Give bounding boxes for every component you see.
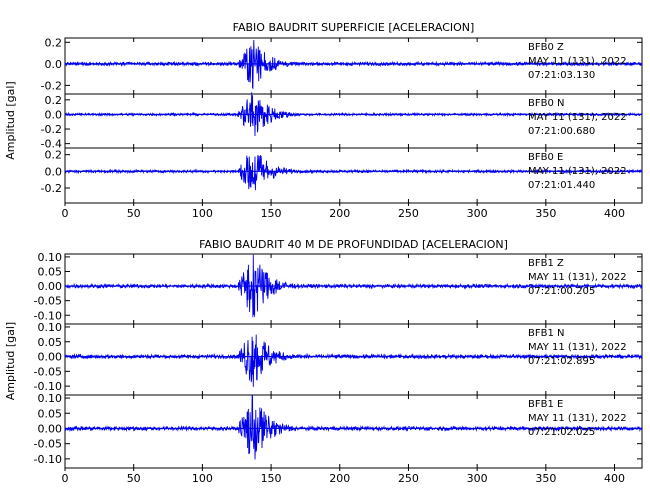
y-tick-label: -0.4 [41,138,62,151]
date-label: MAY 11 (131), 2022 [528,56,627,67]
y-tick-label: -0.05 [34,365,62,378]
y-axis-label: Amplitud [gal] [4,81,17,159]
y-tick-label: 0.2 [45,36,63,49]
y-tick-label: -0.10 [34,453,62,466]
station-label: BFB1 E [528,399,563,410]
y-tick-label: 0.0 [45,165,63,178]
y-tick-label: 0.05 [38,407,63,420]
y-tick-label: 0.05 [38,266,63,279]
x-tick-label: 400 [604,207,625,220]
panel-frame [64,147,643,204]
station-label: BFB0 N [528,98,565,109]
x-tick-label: 300 [467,472,488,485]
x-tick-label: 50 [127,472,141,485]
x-tick-label: 100 [192,207,213,220]
x-tick-label: 0 [62,472,69,485]
time-label: 07:21:03.130 [528,70,595,81]
time-label: 07:21:01.440 [528,180,595,191]
time-label: 07:21:00.680 [528,126,595,137]
y-tick-label: 0.10 [38,251,63,264]
station-label: BFB1 N [528,328,565,339]
x-tick-label: 200 [329,207,350,220]
y-tick-label: -0.2 [41,123,62,136]
date-label: MAY 11 (131), 2022 [528,342,627,353]
y-tick-label: 0.2 [45,149,63,162]
x-tick-label: 400 [604,472,625,485]
y-tick-label: 0.05 [38,336,63,349]
y-tick-label: 0.2 [45,94,63,107]
y-tick-label: 0.10 [38,392,63,405]
y-tick-label: 0.0 [45,58,63,71]
y-tick-label: -0.2 [41,182,62,195]
y-tick-label: 0.00 [38,351,63,364]
x-tick-label: 250 [398,207,419,220]
station-label: BFB1 Z [528,258,564,269]
x-tick-label: 100 [192,472,213,485]
x-tick-label: 300 [467,207,488,220]
x-tick-label: 250 [398,472,419,485]
x-tick-label: 350 [535,472,556,485]
date-label: MAY 11 (131), 2022 [528,112,627,123]
date-label: MAY 11 (131), 2022 [528,413,627,424]
time-label: 07:21:02.895 [528,356,595,367]
time-label: 07:21:02.025 [528,427,595,438]
station-label: BFB0 E [528,152,563,163]
y-tick-label: 0.00 [38,422,63,435]
x-tick-label: 0 [62,207,69,220]
y-tick-label: -0.10 [34,380,62,393]
x-tick-label: 200 [329,472,350,485]
chart-title: FABIO BAUDRIT 40 M DE PROFUNDIDAD [ACELE… [199,238,508,251]
date-label: MAY 11 (131), 2022 [528,166,627,177]
time-label: 07:21:00.205 [528,286,595,297]
date-label: MAY 11 (131), 2022 [528,272,627,283]
y-tick-label: -0.10 [34,309,62,322]
y-tick-label: 0.0 [45,108,63,121]
panel-frame [64,394,643,469]
chart-title: FABIO BAUDRIT SUPERFICIE [ACELERACION] [233,21,475,34]
station-label: BFB0 Z [528,42,564,53]
y-tick-label: -0.05 [34,295,62,308]
y-tick-label: 0.00 [38,280,63,293]
y-tick-label: 0.10 [38,321,63,334]
y-tick-label: -0.2 [41,79,62,92]
x-tick-label: 150 [261,207,282,220]
x-tick-label: 150 [261,472,282,485]
y-axis-label: Amplitud [gal] [4,322,17,400]
x-tick-label: 350 [535,207,556,220]
x-tick-label: 50 [127,207,141,220]
y-tick-label: -0.05 [34,438,62,451]
